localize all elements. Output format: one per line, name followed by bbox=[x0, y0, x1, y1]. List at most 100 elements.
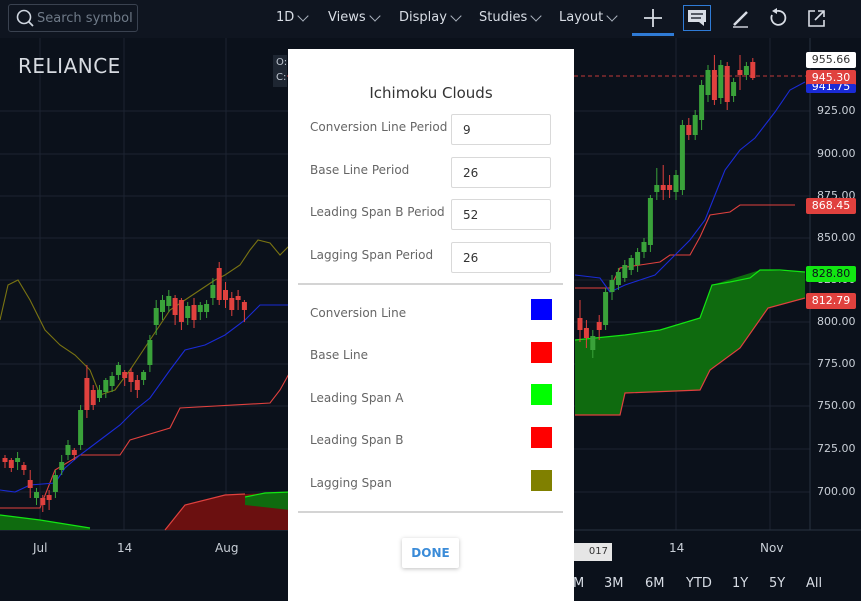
chevron-down-icon bbox=[450, 9, 462, 22]
conversion-color-label: Conversion Line bbox=[310, 306, 407, 320]
ohlc-open-label: O: bbox=[276, 57, 288, 68]
ohlc-close-label: C: bbox=[276, 72, 287, 83]
lagging-period-input[interactable] bbox=[451, 242, 551, 273]
range-button[interactable]: 3M bbox=[604, 576, 624, 591]
leading-span-b-line bbox=[164, 493, 246, 531]
layout-label: Layout bbox=[559, 10, 604, 25]
candle-body bbox=[673, 175, 679, 192]
candle-body bbox=[40, 498, 46, 505]
candle-body bbox=[596, 322, 602, 330]
undo-button[interactable] bbox=[764, 6, 790, 30]
search-input[interactable] bbox=[37, 10, 133, 26]
dialog-divider bbox=[298, 511, 563, 513]
price-tag: 828.80 bbox=[806, 266, 856, 282]
chevron-down-icon bbox=[530, 9, 542, 22]
price-axis-label: 725.00 bbox=[817, 442, 856, 455]
share-icon bbox=[808, 10, 825, 27]
base-period-label: Base Line Period bbox=[310, 163, 410, 177]
cloud-bullish bbox=[575, 270, 805, 415]
candle-body bbox=[622, 265, 628, 278]
lagging-color-swatch[interactable] bbox=[531, 470, 552, 491]
ohlc-readout: O: C: bbox=[273, 55, 287, 87]
candle-body bbox=[103, 380, 109, 392]
studies-dropdown[interactable]: Studies bbox=[479, 9, 542, 25]
done-button[interactable]: DONE bbox=[402, 538, 459, 568]
candle-body bbox=[718, 65, 724, 98]
range-button[interactable]: All bbox=[806, 576, 823, 591]
candle-body bbox=[204, 304, 210, 312]
candle-body bbox=[178, 300, 184, 322]
comment-icon bbox=[688, 10, 706, 26]
price-axis-label: 800.00 bbox=[817, 315, 856, 328]
undo-icon bbox=[770, 8, 787, 26]
time-axis-label: 14 bbox=[669, 541, 685, 555]
leading-span-a-line bbox=[574, 269, 806, 341]
base-period-input[interactable] bbox=[451, 157, 551, 188]
candle-body bbox=[750, 62, 756, 78]
price-axis-label: 775.00 bbox=[817, 357, 856, 370]
candle-body bbox=[197, 305, 203, 312]
candle-body bbox=[210, 285, 216, 298]
chevron-down-icon bbox=[606, 9, 618, 22]
interval-dropdown[interactable]: 1D bbox=[276, 9, 309, 25]
candle-body bbox=[122, 372, 128, 378]
range-button[interactable]: 5Y bbox=[769, 576, 786, 591]
candle-body bbox=[166, 296, 172, 306]
cloud-bullish bbox=[245, 492, 290, 510]
chevron-down-icon bbox=[297, 9, 309, 22]
display-dropdown[interactable]: Display bbox=[399, 9, 462, 25]
range-button[interactable]: 1Y bbox=[732, 576, 749, 591]
span-a-color-label: Leading Span A bbox=[310, 391, 404, 405]
price-axis-label: 700.00 bbox=[817, 485, 856, 498]
candle-body bbox=[46, 495, 52, 500]
candle-body bbox=[71, 450, 77, 455]
base-color-swatch[interactable] bbox=[531, 342, 552, 363]
range-button[interactable]: 6M bbox=[645, 576, 665, 591]
candle-body bbox=[216, 268, 222, 300]
lagging-color-label: Lagging Span bbox=[310, 476, 392, 490]
candle-body bbox=[97, 390, 102, 398]
candle-body bbox=[78, 410, 84, 445]
candle-body bbox=[667, 185, 673, 190]
comment-button[interactable] bbox=[683, 5, 711, 31]
range-button[interactable]: YTD bbox=[686, 576, 712, 591]
candle-body bbox=[241, 302, 247, 310]
candle-body bbox=[235, 296, 241, 300]
base-color-label: Base Line bbox=[310, 348, 369, 362]
candle-body bbox=[692, 115, 698, 135]
candle-body bbox=[115, 365, 121, 375]
base-line bbox=[0, 371, 291, 509]
interval-label: 1D bbox=[276, 10, 295, 25]
candle-body bbox=[699, 85, 705, 120]
leading-span-a-line bbox=[0, 514, 91, 529]
share-button[interactable] bbox=[804, 6, 830, 30]
time-axis-label: 14 bbox=[117, 541, 133, 555]
candle-body bbox=[2, 458, 8, 462]
candle-body bbox=[34, 492, 39, 498]
candle-body bbox=[603, 292, 609, 325]
candle-body bbox=[59, 462, 65, 470]
span-a-color-swatch[interactable] bbox=[531, 384, 552, 405]
candle-body bbox=[711, 70, 717, 100]
candle-body bbox=[223, 290, 228, 300]
span-b-color-swatch[interactable] bbox=[531, 427, 552, 448]
price-axis-label: 750.00 bbox=[817, 399, 856, 412]
price-axis-label: 850.00 bbox=[817, 231, 856, 244]
conversion-color-swatch[interactable] bbox=[531, 299, 552, 320]
range-button[interactable]: M bbox=[573, 576, 585, 591]
span-b-period-label: Leading Span B Period bbox=[310, 205, 445, 219]
span-b-period-input[interactable] bbox=[451, 199, 551, 230]
draw-button[interactable] bbox=[728, 6, 754, 30]
display-label: Display bbox=[399, 10, 447, 25]
candle-body bbox=[609, 280, 615, 292]
crosshair-button[interactable] bbox=[640, 6, 666, 30]
layout-dropdown[interactable]: Layout bbox=[559, 9, 618, 25]
candle-body bbox=[229, 298, 235, 310]
candle-body bbox=[27, 480, 33, 488]
candle-body bbox=[743, 66, 749, 75]
conversion-period-input[interactable] bbox=[451, 114, 551, 145]
views-label: Views bbox=[328, 10, 366, 25]
crosshair-icon bbox=[644, 9, 662, 27]
views-dropdown[interactable]: Views bbox=[328, 9, 381, 25]
search-box[interactable] bbox=[8, 4, 138, 32]
